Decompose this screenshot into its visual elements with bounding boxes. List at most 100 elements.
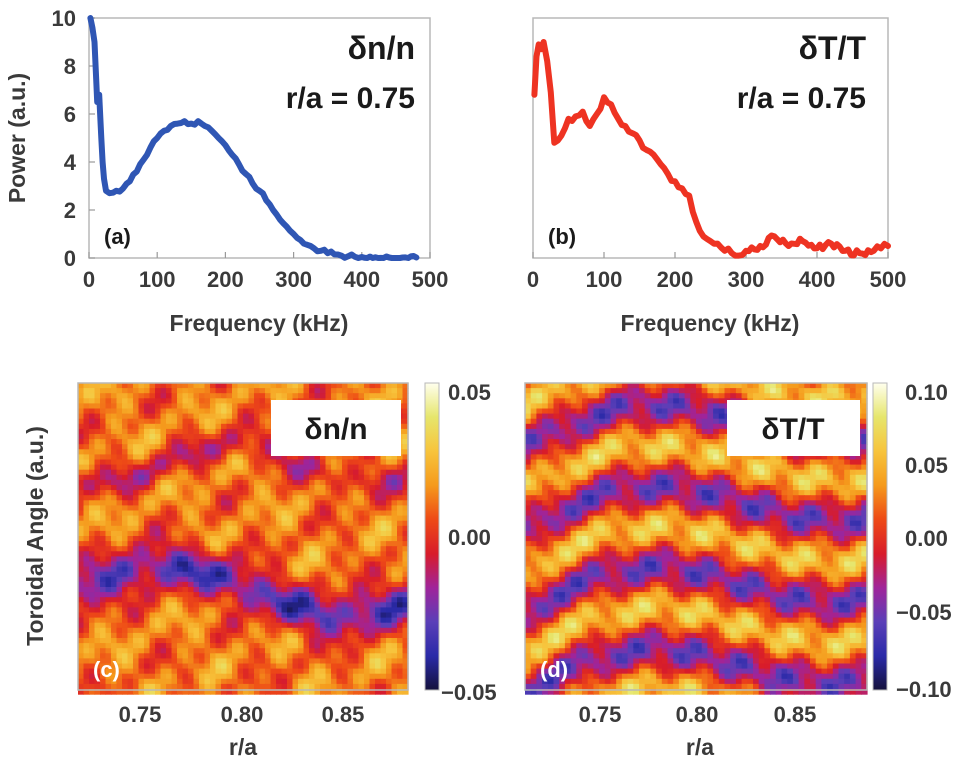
heatmap-cell: [358, 510, 365, 517]
heatmap-cell: [810, 388, 817, 394]
heatmap-cell: [375, 520, 382, 527]
heatmap-cell: [553, 454, 560, 461]
heatmap-cell: [402, 485, 409, 491]
heatmap-cell: [838, 383, 845, 389]
heatmap-cell: [656, 423, 663, 430]
heatmap-cell: [221, 607, 228, 614]
heatmap-cell: [78, 530, 85, 537]
heatmap-cell: [347, 510, 354, 517]
heatmap-cell: [391, 464, 398, 471]
heatmap-cell: [292, 474, 299, 481]
heatmap-cell: [391, 530, 398, 537]
heatmap-cell: [336, 383, 343, 389]
heatmap-cell: [604, 428, 612, 435]
heatmap-cell: [155, 551, 162, 557]
heatmap-cell: [347, 479, 354, 486]
heatmap-cell: [78, 648, 85, 654]
heatmap-cell: [232, 490, 239, 496]
heatmap-cell: [309, 658, 316, 665]
heatmap-cell: [89, 464, 96, 471]
heatmap-cell: [402, 653, 409, 659]
heatmap-cell: [138, 515, 145, 522]
heatmap-cell: [336, 597, 343, 603]
heatmap-cell: [188, 683, 195, 690]
heatmap-cell: [243, 673, 250, 680]
heatmap-cell: [369, 515, 376, 522]
heatmap-cell: [633, 479, 640, 486]
heatmap-cell: [204, 536, 211, 542]
heatmap-cell: [105, 490, 112, 496]
heatmap-cell: [105, 454, 112, 461]
heatmap-cell: [182, 587, 189, 593]
heatmap-cell: [78, 689, 85, 695]
heatmap-cell: [336, 485, 343, 491]
heatmap-cell: [237, 403, 244, 410]
heatmap-cell: [259, 525, 266, 532]
heatmap-cell: [248, 683, 255, 690]
heatmap-cell: [570, 418, 577, 425]
heatmap-cell: [237, 469, 244, 476]
heatmap-cell: [149, 525, 156, 532]
heatmap-cell: [78, 464, 85, 471]
heatmap-cell: [718, 434, 726, 440]
heatmap-cell: [226, 587, 233, 593]
heatmap-cell: [331, 607, 338, 614]
heatmap-cell: [116, 474, 123, 481]
heatmap-cell: [254, 689, 261, 695]
heatmap-cell: [248, 576, 255, 583]
heatmap-cell: [89, 592, 96, 598]
heatmap-cell: [78, 597, 85, 603]
heatmap-cell: [353, 607, 360, 614]
heatmap-cell: [254, 479, 261, 486]
heatmap-cell: [138, 683, 145, 690]
heatmap-cell: [364, 561, 371, 568]
heatmap-cell: [298, 622, 305, 629]
heatmap-cell: [570, 403, 577, 410]
heatmap-cell: [380, 587, 387, 593]
heatmap-cell: [232, 546, 239, 552]
heatmap-cell: [193, 469, 200, 476]
heatmap-cell: [309, 561, 316, 568]
heatmap-cell: [764, 383, 771, 389]
heatmap-cell: [259, 383, 266, 389]
heatmap-cell: [100, 653, 107, 659]
heatmap-cell: [673, 439, 680, 445]
heatmap-cell: [402, 439, 409, 445]
heatmap-cell: [94, 607, 101, 614]
heatmap-cell: [188, 546, 195, 552]
heatmap-cell: [199, 408, 206, 415]
heatmap-cell: [616, 474, 623, 481]
heatmap-cell: [627, 459, 634, 466]
heatmap-cell: [627, 388, 634, 394]
heatmap-cell: [320, 648, 327, 654]
heatmap-cell: [369, 678, 376, 685]
heatmap-cell: [358, 556, 365, 563]
heatmap-cell: [100, 612, 107, 619]
heatmap-cell: [160, 459, 167, 466]
heatmap-cell: [380, 469, 387, 476]
heatmap-cell: [144, 653, 151, 659]
heatmap-cell: [353, 459, 360, 466]
heatmap-cell: [369, 602, 376, 608]
heatmap-cell: [386, 632, 393, 639]
heatmap-cell: [298, 617, 305, 624]
heatmap-cell: [380, 683, 387, 690]
heatmap-cell: [599, 464, 606, 471]
heatmap-cell: [138, 479, 145, 486]
heatmap-cell: [199, 479, 206, 486]
heatmap-cell: [402, 576, 409, 583]
heatmap-cell: [243, 587, 250, 593]
annotation-radius-a: r/a = 0.75: [286, 82, 415, 115]
heatmap-cell: [342, 587, 349, 593]
heatmap-cell: [798, 464, 805, 471]
heatmap-cell: [314, 556, 321, 563]
heatmap-cell: [336, 454, 343, 461]
heatmap-cell: [656, 428, 663, 435]
heatmap-cell: [391, 500, 398, 506]
heatmap-cell: [673, 434, 680, 440]
heatmap-cell: [391, 490, 398, 496]
heatmap-cell: [188, 638, 195, 644]
heatmap-cell: [237, 408, 244, 415]
heatmap-cell: [553, 459, 560, 466]
heatmap-cell: [336, 622, 343, 629]
